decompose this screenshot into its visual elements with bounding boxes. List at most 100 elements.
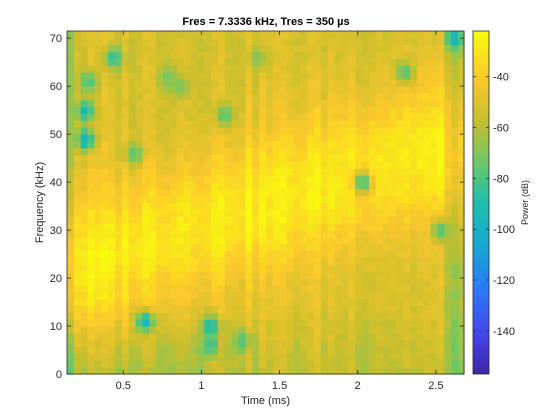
- heatmap-cell: [94, 250, 102, 258]
- heatmap-cell: [156, 161, 164, 169]
- heatmap-cell: [279, 319, 288, 327]
- heatmap-cell: [259, 72, 267, 80]
- heatmap-cell: [396, 298, 404, 306]
- heatmap-cell: [437, 257, 445, 265]
- heatmap-cell: [156, 44, 164, 53]
- heatmap-cell: [327, 106, 336, 114]
- heatmap-cell: [396, 243, 404, 252]
- heatmap-cell: [396, 312, 404, 320]
- heatmap-cell: [73, 37, 82, 46]
- heatmap-cell: [108, 298, 116, 306]
- heatmap-cell: [389, 312, 397, 320]
- heatmap-cell: [396, 202, 404, 210]
- heatmap-cell: [128, 175, 137, 183]
- heatmap-cell: [142, 325, 150, 334]
- heatmap-cell: [252, 65, 260, 73]
- heatmap-cell: [204, 161, 212, 169]
- heatmap-cell: [458, 113, 465, 121]
- heatmap-cell: [211, 175, 219, 183]
- heatmap-cell: [396, 113, 404, 121]
- heatmap-cell: [94, 312, 102, 320]
- heatmap-cell: [355, 85, 363, 94]
- heatmap-cell: [115, 113, 123, 121]
- heatmap-cell: [272, 305, 281, 313]
- heatmap-cell: [265, 175, 274, 183]
- heatmap-cell: [245, 175, 253, 183]
- heatmap-cell: [108, 305, 116, 313]
- heatmap-cell: [265, 312, 274, 320]
- heatmap-cell: [238, 140, 246, 149]
- heatmap-cell: [314, 195, 322, 204]
- heatmap-cell: [73, 188, 82, 197]
- heatmap-cell: [286, 229, 295, 238]
- heatmap-cell: [334, 353, 343, 361]
- heatmap-cell: [211, 202, 219, 210]
- heatmap-cell: [73, 312, 82, 320]
- heatmap-cell: [67, 257, 75, 265]
- heatmap-cell: [416, 250, 425, 258]
- heatmap-cell: [204, 154, 212, 162]
- heatmap-cell: [265, 202, 274, 210]
- heatmap-cell: [176, 325, 185, 334]
- heatmap-cell: [410, 120, 418, 128]
- heatmap-cell: [362, 99, 370, 108]
- heatmap-cell: [348, 236, 356, 245]
- heatmap-cell: [423, 161, 432, 169]
- heatmap-cell: [265, 168, 274, 176]
- heatmap-cell: [176, 168, 185, 176]
- heatmap-cell: [348, 291, 356, 300]
- heatmap-cell: [115, 127, 123, 135]
- heatmap-cell: [183, 44, 192, 53]
- heatmap-cell: [396, 332, 404, 341]
- heatmap-cell: [135, 319, 144, 327]
- heatmap-cell: [231, 243, 240, 252]
- heatmap-cell: [190, 367, 198, 375]
- heatmap-cell: [341, 72, 349, 80]
- heatmap-cell: [149, 65, 157, 73]
- heatmap-cell: [115, 181, 123, 190]
- heatmap-cell: [259, 360, 267, 368]
- heatmap-cell: [163, 271, 171, 279]
- heatmap-cell: [121, 106, 130, 114]
- heatmap-cell: [224, 51, 233, 60]
- heatmap-cell: [231, 202, 240, 210]
- heatmap-cell: [451, 79, 459, 87]
- heatmap-cell: [375, 92, 384, 101]
- heatmap-cell: [245, 229, 253, 238]
- heatmap-cell: [87, 332, 96, 341]
- heatmap-cell: [204, 209, 212, 217]
- heatmap-cell: [389, 367, 397, 375]
- heatmap-cell: [341, 147, 349, 156]
- heatmap-cell: [149, 229, 157, 238]
- heatmap-cell: [382, 236, 391, 245]
- heatmap-cell: [197, 332, 205, 341]
- heatmap-cell: [211, 127, 219, 135]
- heatmap-cell: [355, 37, 363, 46]
- heatmap-cell: [314, 243, 322, 252]
- heatmap-cell: [396, 181, 404, 190]
- heatmap-cell: [128, 271, 137, 279]
- heatmap-cell: [94, 51, 102, 60]
- heatmap-cell: [176, 44, 185, 53]
- heatmap-cell: [204, 51, 212, 60]
- heatmap-cell: [348, 243, 356, 252]
- heatmap-cell: [382, 44, 391, 53]
- heatmap-cell: [238, 31, 246, 39]
- heatmap-cell: [362, 106, 370, 114]
- heatmap-cell: [176, 353, 185, 361]
- heatmap-cell: [128, 236, 137, 245]
- heatmap-cell: [423, 113, 432, 121]
- heatmap-cell: [410, 277, 418, 286]
- heatmap-cell: [149, 346, 157, 355]
- heatmap-cell: [279, 367, 288, 375]
- heatmap-cell: [176, 271, 185, 279]
- heatmap-cell: [231, 325, 240, 334]
- heatmap-cell: [128, 277, 137, 286]
- heatmap-cell: [307, 51, 315, 60]
- heatmap-cell: [149, 120, 157, 128]
- heatmap-cell: [204, 113, 212, 121]
- heatmap-cell: [211, 277, 219, 286]
- heatmap-cell: [217, 202, 226, 210]
- heatmap-cell: [327, 37, 336, 46]
- heatmap-cell: [128, 243, 137, 252]
